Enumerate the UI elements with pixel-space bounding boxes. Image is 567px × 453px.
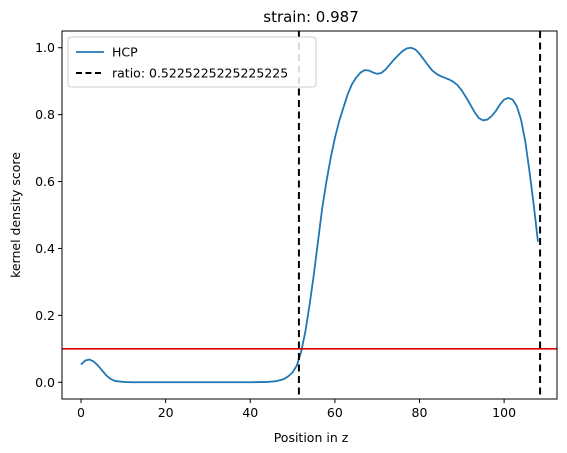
x-tick-label: 40 [242, 405, 258, 420]
x-tick-label: 100 [492, 405, 516, 420]
y-axis-label: kernel density score [8, 152, 23, 278]
legend-box [67, 36, 317, 88]
legend-entry: HCP [112, 45, 138, 60]
y-tick-label: 0.4 [35, 241, 55, 256]
x-axis-label: Position in z [274, 430, 349, 445]
y-tick-label: 1.0 [35, 40, 55, 55]
axes-frame [61, 30, 558, 400]
legend-entry: ratio: 0.5225225225225225 [112, 66, 288, 81]
chart-title: strain: 0.987 [263, 8, 359, 26]
x-tick-label: 60 [327, 405, 343, 420]
x-tick-label: 80 [412, 405, 428, 420]
x-tick-label: 0 [77, 405, 85, 420]
y-tick-label: 0.8 [35, 107, 55, 122]
y-tick-label: 0.6 [35, 174, 55, 189]
y-tick-label: 0.0 [35, 375, 55, 390]
y-tick-label: 0.2 [35, 308, 55, 323]
plot-area: 0 20 40 60 80 100 0.0 0.2 0.4 0.6 0.8 1.0 HCP ratio: … [35, 30, 558, 420]
hcp-series-line [80, 46, 539, 384]
x-tick-label: 20 [158, 405, 174, 420]
